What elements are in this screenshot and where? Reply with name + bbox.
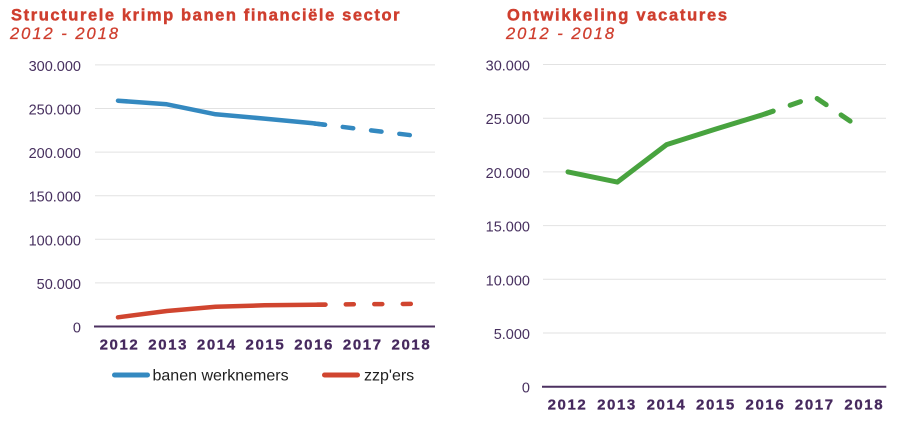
svg-text:2015: 2015 [246, 337, 286, 354]
svg-text:50.000: 50.000 [37, 277, 81, 293]
svg-text:Structurele krimp banen financ: Structurele krimp banen financiële secto… [11, 7, 401, 25]
svg-text:20.000: 20.000 [486, 166, 530, 182]
svg-text:300.000: 300.000 [29, 59, 81, 75]
svg-text:2017: 2017 [343, 337, 383, 354]
svg-text:2018: 2018 [844, 397, 884, 414]
svg-text:2012: 2012 [100, 337, 140, 354]
svg-text:200.000: 200.000 [29, 146, 81, 162]
svg-text:2012 - 2018: 2012 - 2018 [9, 25, 120, 43]
svg-text:zzp'ers: zzp'ers [364, 368, 414, 385]
svg-text:2013: 2013 [148, 337, 188, 354]
svg-text:2018: 2018 [392, 337, 432, 354]
svg-text:2016: 2016 [294, 337, 334, 354]
svg-text:2012 - 2018: 2012 - 2018 [505, 25, 616, 43]
svg-text:10.000: 10.000 [486, 273, 530, 289]
svg-text:0: 0 [73, 321, 81, 337]
svg-text:0: 0 [522, 381, 530, 397]
svg-text:250.000: 250.000 [29, 103, 81, 119]
svg-text:2016: 2016 [746, 397, 786, 414]
svg-text:2013: 2013 [597, 397, 637, 414]
svg-text:2012: 2012 [548, 397, 588, 414]
svg-text:25.000: 25.000 [486, 112, 530, 128]
svg-text:2015: 2015 [696, 397, 736, 414]
svg-text:2014: 2014 [647, 397, 687, 414]
svg-text:15.000: 15.000 [486, 220, 530, 236]
svg-text:Ontwikkeling vacatures: Ontwikkeling vacatures [507, 7, 729, 25]
svg-text:5.000: 5.000 [494, 327, 530, 343]
svg-text:150.000: 150.000 [29, 190, 81, 206]
svg-text:100.000: 100.000 [29, 233, 81, 249]
svg-text:2017: 2017 [795, 397, 835, 414]
svg-text:30.000: 30.000 [486, 59, 530, 75]
svg-text:2014: 2014 [197, 337, 237, 354]
svg-text:banen werknemers: banen werknemers [153, 368, 289, 385]
